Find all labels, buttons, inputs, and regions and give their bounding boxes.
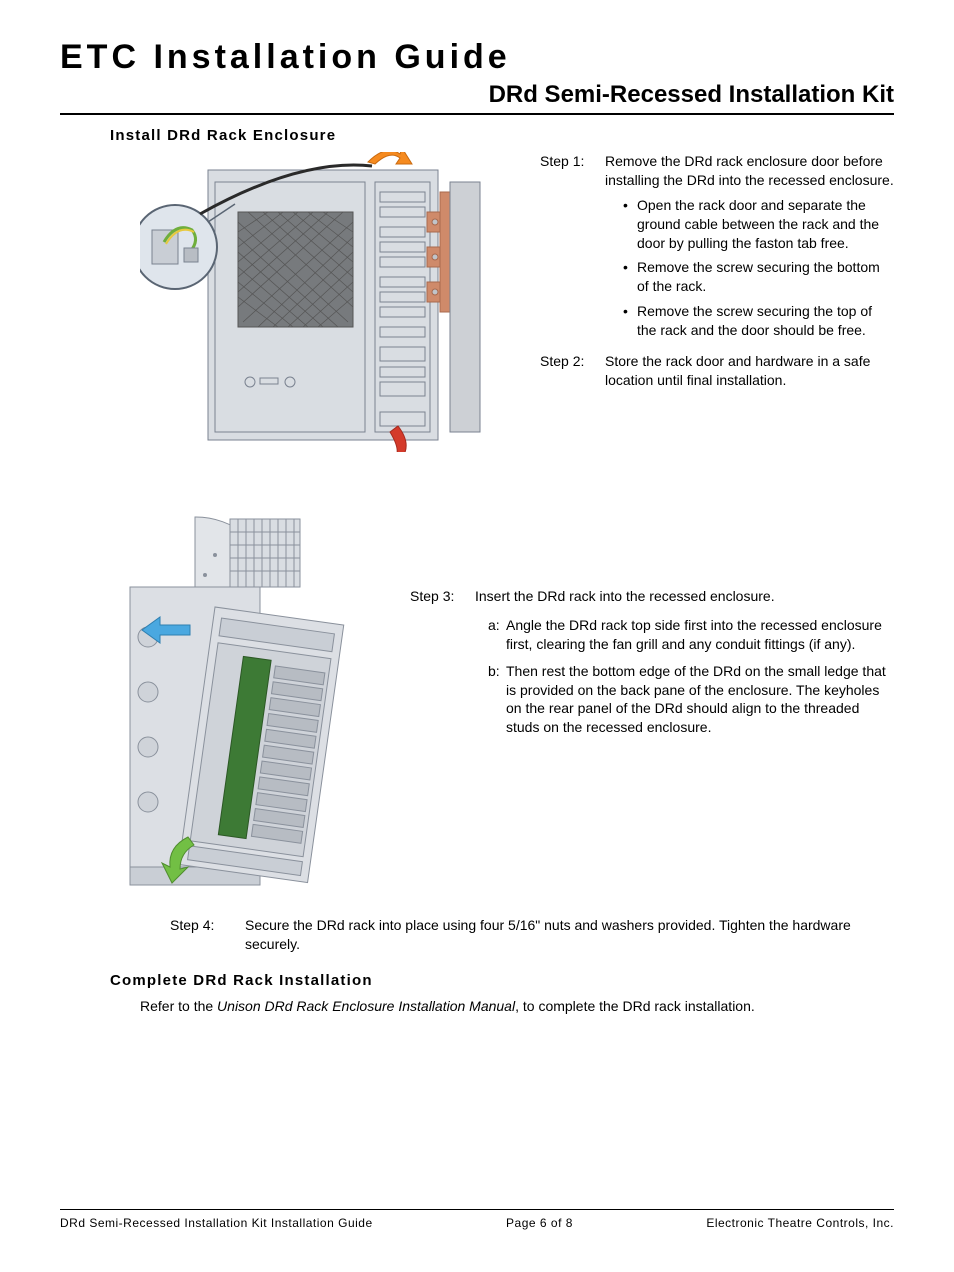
- step-2-text: Store the rack door and hardware in a sa…: [605, 352, 894, 390]
- step-4-label: Step 4:: [170, 916, 245, 954]
- step-3-text: Insert the DRd rack into the recessed en…: [475, 587, 894, 606]
- step-4-text: Secure the DRd rack into place using fou…: [245, 916, 894, 954]
- complete-text: Refer to the Unison DRd Rack Enclosure I…: [140, 997, 894, 1016]
- step-1-bullet-3: Remove the screw securing the top of the…: [623, 302, 894, 340]
- row-fig1-steps: Step 1: Remove the DRd rack enclosure do…: [140, 152, 894, 457]
- figure-rack-door-removal: [140, 152, 530, 457]
- figure-rack-insert: [90, 477, 410, 902]
- step-3: Step 3: Insert the DRd rack into the rec…: [410, 587, 894, 606]
- step-1-label: Step 1:: [540, 152, 605, 346]
- step-3a-text: Angle the DRd rack top side first into t…: [506, 616, 894, 654]
- page-title: ETC Installation Guide: [60, 38, 894, 77]
- page-subtitle: DRd Semi-Recessed Installation Kit: [60, 81, 894, 115]
- row-fig2-step3: Step 3: Insert the DRd rack into the rec…: [90, 477, 894, 902]
- complete-pre: Refer to the: [140, 998, 217, 1014]
- page-footer: DRd Semi-Recessed Installation Kit Insta…: [60, 1209, 894, 1230]
- step-2-label: Step 2:: [540, 352, 605, 390]
- step-3-label: Step 3:: [410, 587, 475, 606]
- section-complete-heading: Complete DRd Rack Installation: [110, 972, 894, 989]
- step-1-text: Remove the DRd rack enclosure door befor…: [605, 153, 894, 188]
- step-3a: a: Angle the DRd rack top side first int…: [488, 616, 894, 654]
- step-3a-label: a:: [488, 616, 506, 654]
- step-1: Step 1: Remove the DRd rack enclosure do…: [540, 152, 894, 346]
- step-3b: b: Then rest the bottom edge of the DRd …: [488, 662, 894, 738]
- step-3b-text: Then rest the bottom edge of the DRd on …: [506, 662, 894, 738]
- complete-post: , to complete the DRd rack installation.: [515, 998, 755, 1014]
- complete-manual-name: Unison DRd Rack Enclosure Installation M…: [217, 998, 515, 1014]
- footer-left: DRd Semi-Recessed Installation Kit Insta…: [60, 1216, 373, 1230]
- step-4: Step 4: Secure the DRd rack into place u…: [170, 916, 894, 954]
- step-1-bullet-2: Remove the screw securing the bottom of …: [623, 258, 894, 296]
- step-3b-label: b:: [488, 662, 506, 738]
- footer-center: Page 6 of 8: [506, 1216, 573, 1230]
- footer-right: Electronic Theatre Controls, Inc.: [706, 1216, 894, 1230]
- step-2: Step 2: Store the rack door and hardware…: [540, 352, 894, 390]
- section-install-heading: Install DRd Rack Enclosure: [110, 127, 894, 144]
- step-1-bullet-1: Open the rack door and separate the grou…: [623, 196, 894, 253]
